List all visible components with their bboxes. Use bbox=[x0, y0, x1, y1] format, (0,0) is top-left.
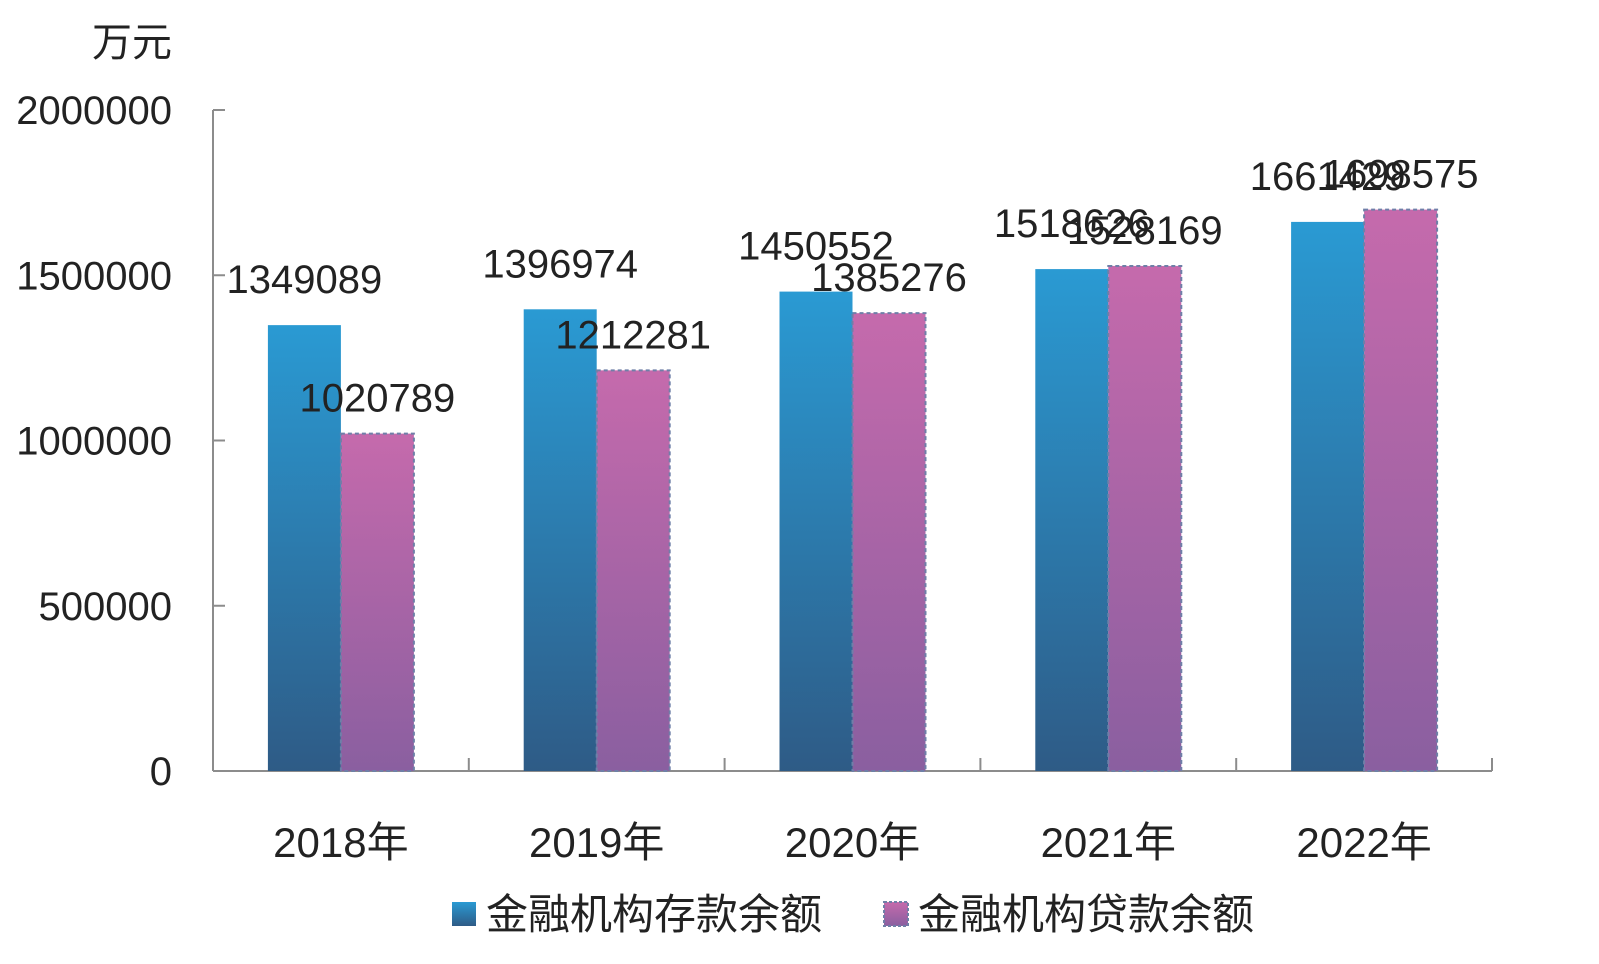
x-tick-label: 2019年 bbox=[529, 819, 664, 866]
bar-loan bbox=[339, 432, 415, 772]
bar-deposit bbox=[779, 291, 853, 771]
legend-swatch-deposit bbox=[452, 902, 476, 926]
legend-swatch-loan bbox=[883, 901, 909, 927]
data-label-loan: 1698575 bbox=[1323, 153, 1479, 197]
legend-label-deposit: 金融机构存款余额 bbox=[486, 891, 822, 938]
y-tick-label: 1500000 bbox=[16, 254, 172, 298]
bar-loan bbox=[1107, 264, 1183, 772]
data-label-deposit: 1349089 bbox=[227, 258, 383, 302]
y-tick-label: 1000000 bbox=[16, 420, 172, 464]
y-tick-label: 500000 bbox=[39, 585, 172, 629]
x-tick-label: 2020年 bbox=[785, 819, 920, 866]
x-tick-label: 2021年 bbox=[1041, 819, 1176, 866]
y-tick-label: 2000000 bbox=[16, 89, 172, 133]
data-label-loan: 1385276 bbox=[811, 256, 967, 300]
x-tick-label: 2022年 bbox=[1296, 819, 1431, 866]
bar-deposit bbox=[1035, 269, 1109, 771]
data-label-deposit: 1396974 bbox=[482, 242, 638, 286]
axes: 0 500000 1000000 1500000 2000000 2018年 2019年 20… bbox=[16, 89, 1493, 866]
bar-loan bbox=[851, 312, 927, 772]
legend: 金融机构存款余额 金融机构贷款余额 bbox=[452, 891, 1254, 938]
data-label-loan: 1528169 bbox=[1067, 209, 1223, 253]
bar-deposit bbox=[523, 309, 597, 771]
data-label-deposit: 1450552 bbox=[738, 225, 894, 269]
x-tick-label: 2018年 bbox=[273, 819, 408, 866]
bar-loan bbox=[595, 369, 671, 772]
data-label-deposit: 1518626 bbox=[994, 202, 1150, 246]
bar-loan bbox=[1363, 208, 1439, 772]
data-label-loan: 1212281 bbox=[555, 313, 711, 357]
bar-deposit bbox=[267, 325, 341, 771]
data-labels: 1349089 1020789 1396974 1212281 145055213852… bbox=[227, 153, 1479, 421]
legend-label-loan: 金融机构贷款余额 bbox=[918, 891, 1254, 938]
bar-deposit bbox=[1291, 221, 1365, 772]
y-axis-unit-label: 万元 bbox=[92, 21, 172, 65]
data-label-deposit: 1661429 bbox=[1250, 155, 1406, 199]
data-label-loan: 1020789 bbox=[300, 377, 456, 421]
bars bbox=[267, 208, 1439, 772]
y-tick-label: 0 bbox=[150, 750, 172, 794]
